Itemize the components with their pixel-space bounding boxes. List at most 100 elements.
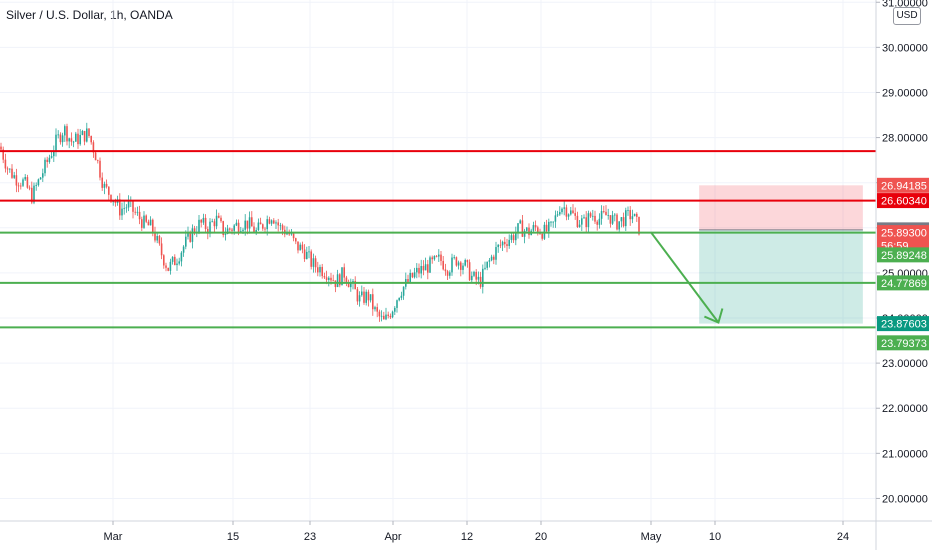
time-tick-label: 10 [709, 531, 721, 543]
candle-body [336, 274, 339, 288]
time-tick-label: 15 [227, 531, 239, 543]
candle-body [218, 215, 220, 218]
candle-body [605, 211, 607, 216]
candle-body [154, 231, 156, 241]
candle-body [312, 258, 315, 267]
candle-body [581, 218, 583, 225]
candle-body [182, 246, 185, 253]
candle-body [506, 244, 508, 246]
candle-body [383, 315, 385, 320]
candle-body [268, 219, 271, 224]
candle-body [600, 211, 603, 219]
candle-body [88, 128, 90, 136]
currency-button[interactable]: USD [893, 7, 921, 25]
candle-body [603, 211, 605, 212]
candle-body [398, 297, 400, 301]
candle-body [464, 260, 466, 266]
time-tick-label: May [641, 531, 662, 543]
candle-body [90, 135, 92, 143]
candle-body [279, 225, 282, 227]
price-badge-label: 23.87603 [881, 319, 927, 331]
candle-body [290, 233, 293, 235]
candle-body [127, 201, 130, 208]
candle-body [420, 265, 422, 274]
candle-body [482, 268, 484, 287]
candle-body [504, 241, 506, 245]
candle-body [299, 244, 301, 251]
candle-body [226, 228, 229, 234]
candle-body [275, 222, 277, 224]
take-profit-zone [699, 229, 863, 324]
candle-body [552, 221, 554, 223]
price-tick-label: 22.00000 [882, 403, 928, 415]
candle-body [121, 208, 123, 216]
candle-body [237, 222, 240, 232]
candle-body [317, 267, 319, 273]
candle-body [435, 255, 438, 257]
candle-body [9, 168, 11, 170]
candle-body [165, 265, 167, 268]
candle-body [339, 274, 341, 286]
price-tick-label: 21.00000 [882, 448, 928, 460]
candle-body [413, 272, 416, 278]
candle-body [108, 186, 110, 195]
price-badge [877, 275, 929, 291]
candle-body [374, 307, 376, 310]
candle-body [323, 276, 326, 278]
candle-body [431, 257, 433, 260]
candle-body [61, 135, 64, 143]
candle-body [609, 215, 612, 224]
candle-body [358, 295, 361, 302]
candle-body [559, 212, 561, 215]
candle-body [598, 218, 601, 225]
candle-body [394, 307, 396, 312]
candle-body [449, 272, 451, 276]
candle-body [570, 210, 572, 215]
candle-body [528, 227, 530, 236]
candle-body [189, 232, 191, 242]
candle-body [409, 272, 411, 282]
candle-body [0, 146, 2, 150]
candle-body [572, 210, 574, 214]
candle-body [200, 219, 202, 223]
candle-body [314, 258, 317, 268]
candle-body [53, 150, 55, 157]
price-badge [877, 247, 929, 263]
candle-body [292, 233, 295, 239]
time-tick-label: 23 [304, 531, 316, 543]
candle-body [306, 251, 308, 259]
candle-body [75, 133, 77, 142]
candle-body [222, 221, 224, 236]
candle-body [224, 233, 227, 236]
candle-body [92, 142, 95, 153]
candle-body [497, 244, 499, 248]
time-tick-label: Apr [384, 531, 401, 543]
candle-body [26, 177, 29, 188]
candle-body [319, 266, 321, 273]
candle-body [143, 215, 145, 228]
candle-body [220, 217, 222, 222]
candle-body [257, 222, 260, 231]
price-tick-label: 29.00000 [882, 87, 928, 99]
candle-body [204, 217, 207, 230]
candle-body [541, 233, 543, 239]
candle-body [391, 311, 394, 318]
candle-body [550, 221, 552, 223]
candle-body [262, 224, 264, 229]
candle-body [631, 216, 634, 220]
candle-body [402, 286, 405, 296]
candle-body [99, 160, 101, 178]
candle-body [578, 224, 581, 228]
candle-body [72, 141, 75, 143]
price-badge [877, 177, 929, 193]
candle-body [343, 267, 345, 278]
candle-body [17, 185, 20, 187]
candle-body [266, 219, 268, 230]
candle-body [64, 126, 66, 136]
candle-body [207, 229, 209, 234]
candle-body [20, 185, 22, 187]
candle-body [6, 168, 9, 170]
candle-body [229, 228, 231, 230]
candle-body [83, 131, 86, 142]
